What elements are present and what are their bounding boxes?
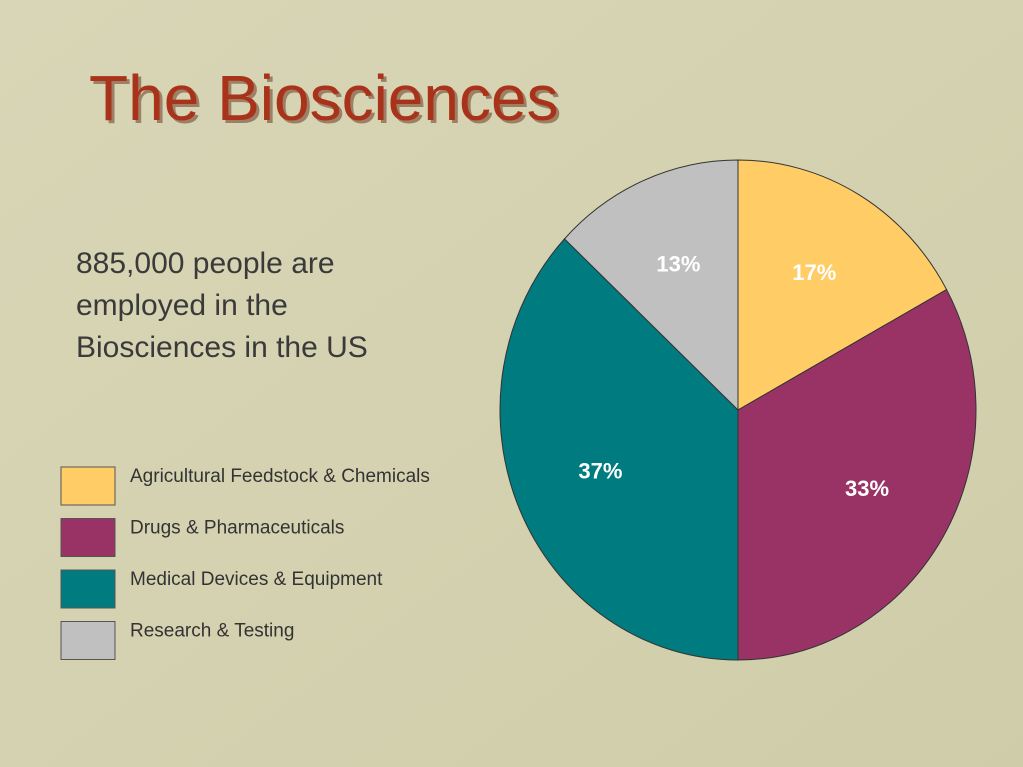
legend-swatch — [60, 518, 116, 557]
data-label: 33% — [845, 476, 889, 501]
legend-swatch — [60, 569, 116, 609]
legend-label: Drugs & Pharmaceuticals — [130, 518, 344, 539]
body-line: 885,000 people are — [76, 247, 335, 280]
title-shadow: The Biosciences — [92, 65, 562, 137]
legend-swatch — [60, 466, 116, 506]
legend-label: Research & Testing — [130, 621, 294, 642]
body-line: employed in the — [76, 289, 288, 322]
pie: 17% 33% 37% 13% — [499, 159, 977, 661]
pie-slice — [499, 238, 739, 661]
legend-swatch — [60, 621, 116, 660]
data-label: 17% — [792, 260, 836, 285]
legend-label: Agricultural Feedstock & Chemicals — [130, 466, 430, 487]
pie-slice — [563, 159, 739, 412]
legend: Agricultural Feedstock & Chemicals Drugs … — [60, 466, 430, 660]
data-label: 13% — [656, 251, 700, 276]
body-line: Biosciences in the US — [76, 331, 368, 364]
pie-slice — [737, 159, 948, 411]
legend-label: Medical Devices & Equipment — [130, 569, 383, 590]
body-text: 885,000 people are employed in the Bioscie… — [76, 247, 368, 364]
chart-title: The Biosciences — [89, 62, 559, 134]
data-label: 37% — [578, 458, 622, 483]
pie-slice — [737, 288, 977, 661]
